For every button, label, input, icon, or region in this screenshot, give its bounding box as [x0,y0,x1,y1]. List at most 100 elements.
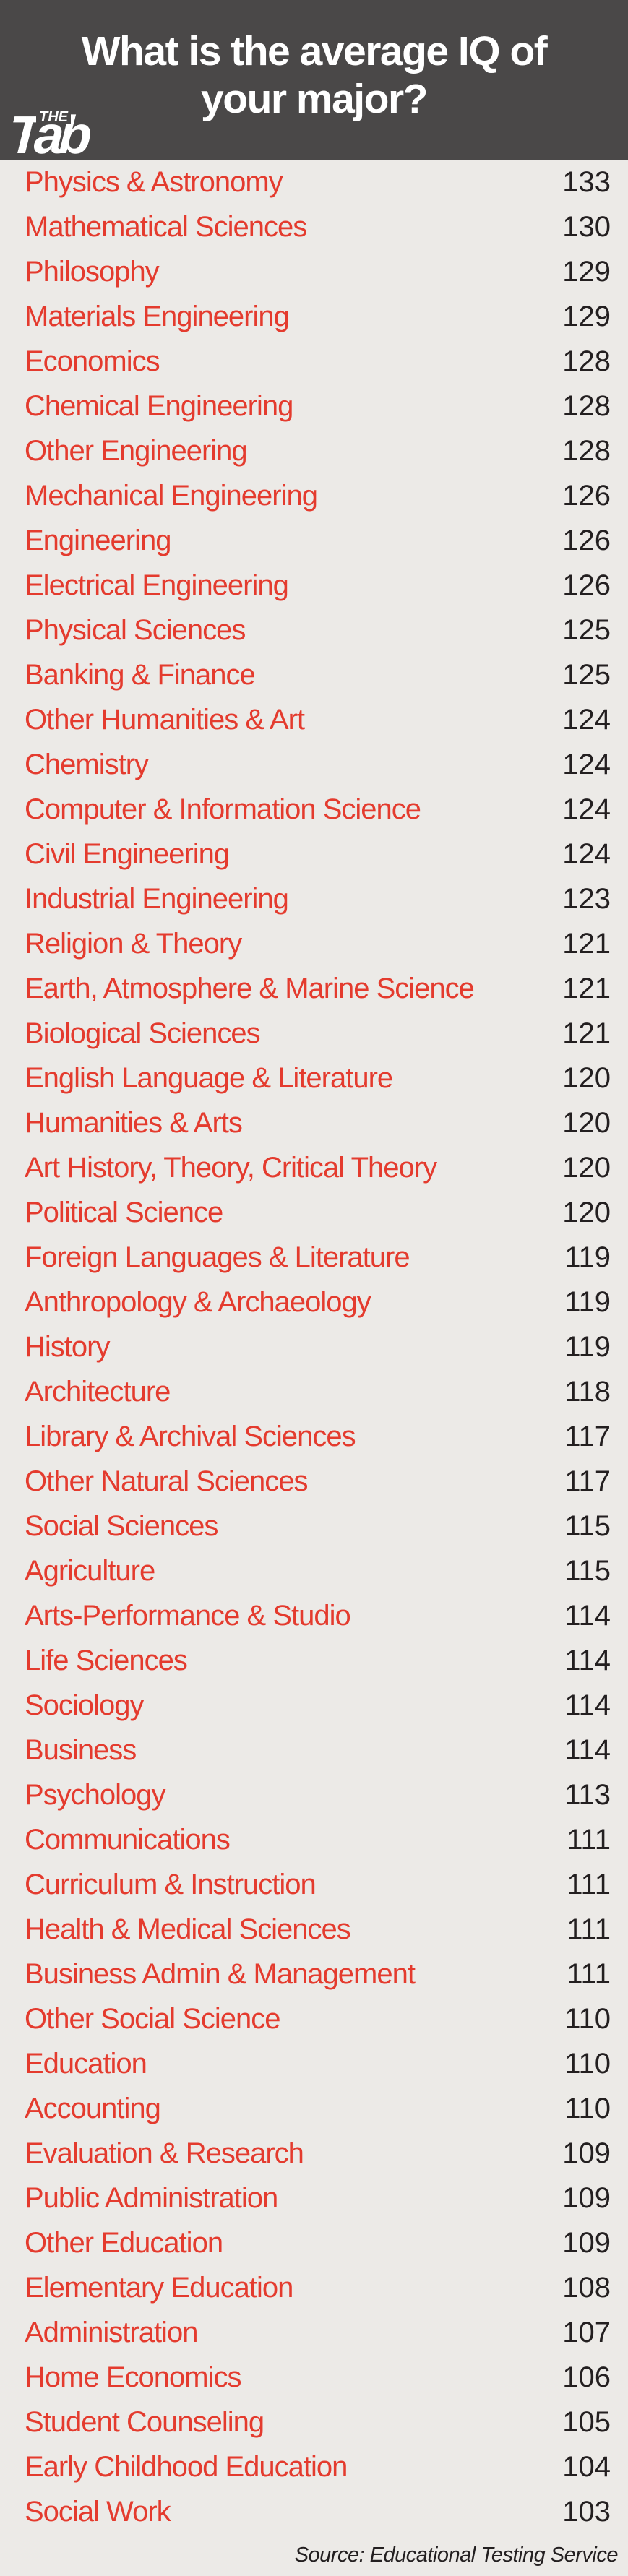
list-item: Economics 128 [0,339,628,384]
list-item: Business 114 [0,1728,628,1772]
list-item: Philosophy 129 [0,249,628,294]
the-tab-logo: THE Tab [7,105,110,165]
list-item: Electrical Engineering 126 [0,563,628,608]
list-item: Psychology 113 [0,1772,628,1817]
iq-value: 117 [564,1420,611,1452]
major-name: Library & Archival Sciences [25,1420,356,1452]
major-name: Other Education [25,2226,223,2259]
list-item: Accounting 110 [0,2086,628,2131]
title-line-2: your major? [201,76,428,122]
major-name: Electrical Engineering [25,569,289,601]
list-item: Other Social Science 110 [0,1996,628,2041]
iq-value: 114 [564,1733,611,1766]
major-name: English Language & Literature [25,1061,393,1094]
list-item: Health & Medical Sciences 111 [0,1907,628,1952]
iq-value: 108 [562,2271,611,2304]
major-name: Other Social Science [25,2002,281,2035]
iq-value: 124 [562,703,611,736]
iq-value: 119 [564,1285,611,1318]
iq-value: 118 [564,1375,611,1408]
major-name: Architecture [25,1375,171,1408]
major-name: Health & Medical Sciences [25,1913,351,1945]
major-name: Other Natural Sciences [25,1465,309,1497]
footer: Source: Educational Testing Service [0,2534,628,2576]
major-name: Sociology [25,1689,144,1721]
major-name: Mechanical Engineering [25,479,318,512]
iq-value: 129 [562,300,611,332]
major-name: Humanities & Arts [25,1106,243,1139]
iq-value: 126 [562,479,611,512]
major-name: Civil Engineering [25,837,230,870]
major-name: Public Administration [25,2181,278,2214]
iq-value: 126 [562,524,611,556]
list-item: Home Economics 106 [0,2355,628,2400]
iq-value: 119 [564,1241,611,1273]
list-item: Humanities & Arts 120 [0,1100,628,1145]
major-name: Chemistry [25,748,149,780]
list-item: Early Childhood Education 104 [0,2444,628,2489]
list-item: Other Natural Sciences 117 [0,1459,628,1504]
major-name: Industrial Engineering [25,882,289,915]
iq-value: 110 [564,2047,611,2080]
iq-value: 106 [562,2361,611,2393]
iq-value: 128 [562,345,611,377]
iq-value: 121 [562,972,611,1004]
list-item: Elementary Education 108 [0,2265,628,2310]
major-name: Student Counseling [25,2405,264,2438]
major-name: Materials Engineering [25,300,290,332]
list-item: Computer & Information Science 124 [0,787,628,832]
list-item: Communications 111 [0,1817,628,1862]
major-name: Political Science [25,1196,223,1228]
list-item: Life Sciences 114 [0,1638,628,1683]
iq-value: 124 [562,837,611,870]
list-item: Banking & Finance 125 [0,652,628,697]
list-item: Architecture 118 [0,1369,628,1414]
major-name: Early Childhood Education [25,2450,348,2483]
iq-value: 103 [562,2495,611,2528]
iq-value: 115 [564,1554,611,1587]
list-item: Art History, Theory, Critical Theory 120 [0,1145,628,1190]
list-item: Mathematical Sciences 130 [0,204,628,249]
major-name: Economics [25,345,160,377]
major-name: Social Work [25,2495,171,2528]
iq-value: 109 [562,2226,611,2259]
major-name: Other Engineering [25,434,248,467]
major-name: Education [25,2047,147,2080]
list-item: History 119 [0,1324,628,1369]
list-item: Chemical Engineering 128 [0,384,628,428]
iq-value: 111 [567,1868,611,1900]
iq-value: 107 [562,2316,611,2348]
list-item: Civil Engineering 124 [0,832,628,876]
major-name: Social Sciences [25,1509,218,1542]
major-name: Psychology [25,1778,166,1811]
iq-value: 126 [562,569,611,601]
iq-value: 111 [567,1823,611,1856]
list-item: English Language & Literature 120 [0,1056,628,1100]
iq-value: 105 [562,2405,611,2438]
iq-value: 115 [564,1509,611,1542]
list-item: Student Counseling 105 [0,2400,628,2444]
list-item: Public Administration 109 [0,2176,628,2220]
iq-value: 129 [562,255,611,288]
major-name: Anthropology & Archaeology [25,1285,371,1318]
iq-value: 128 [562,389,611,422]
iq-value: 114 [564,1689,611,1721]
iq-value: 120 [562,1151,611,1184]
list-item: Agriculture 115 [0,1548,628,1593]
major-name: Evaluation & Research [25,2137,304,2169]
major-name: Other Humanities & Art [25,703,305,736]
list-item: Administration 107 [0,2310,628,2355]
iq-value: 119 [564,1330,611,1363]
major-name: Physical Sciences [25,613,246,646]
major-name: Business [25,1733,137,1766]
iq-value: 104 [562,2450,611,2483]
list-item: Materials Engineering 129 [0,294,628,339]
major-name: Biological Sciences [25,1017,261,1049]
iq-value: 123 [562,882,611,915]
major-name: Agriculture [25,1554,155,1587]
list-item: Arts-Performance & Studio 114 [0,1593,628,1638]
iq-value: 113 [564,1778,611,1811]
list-item: Physical Sciences 125 [0,608,628,652]
major-name: Mathematical Sciences [25,210,307,243]
list-item: Other Engineering 128 [0,428,628,473]
